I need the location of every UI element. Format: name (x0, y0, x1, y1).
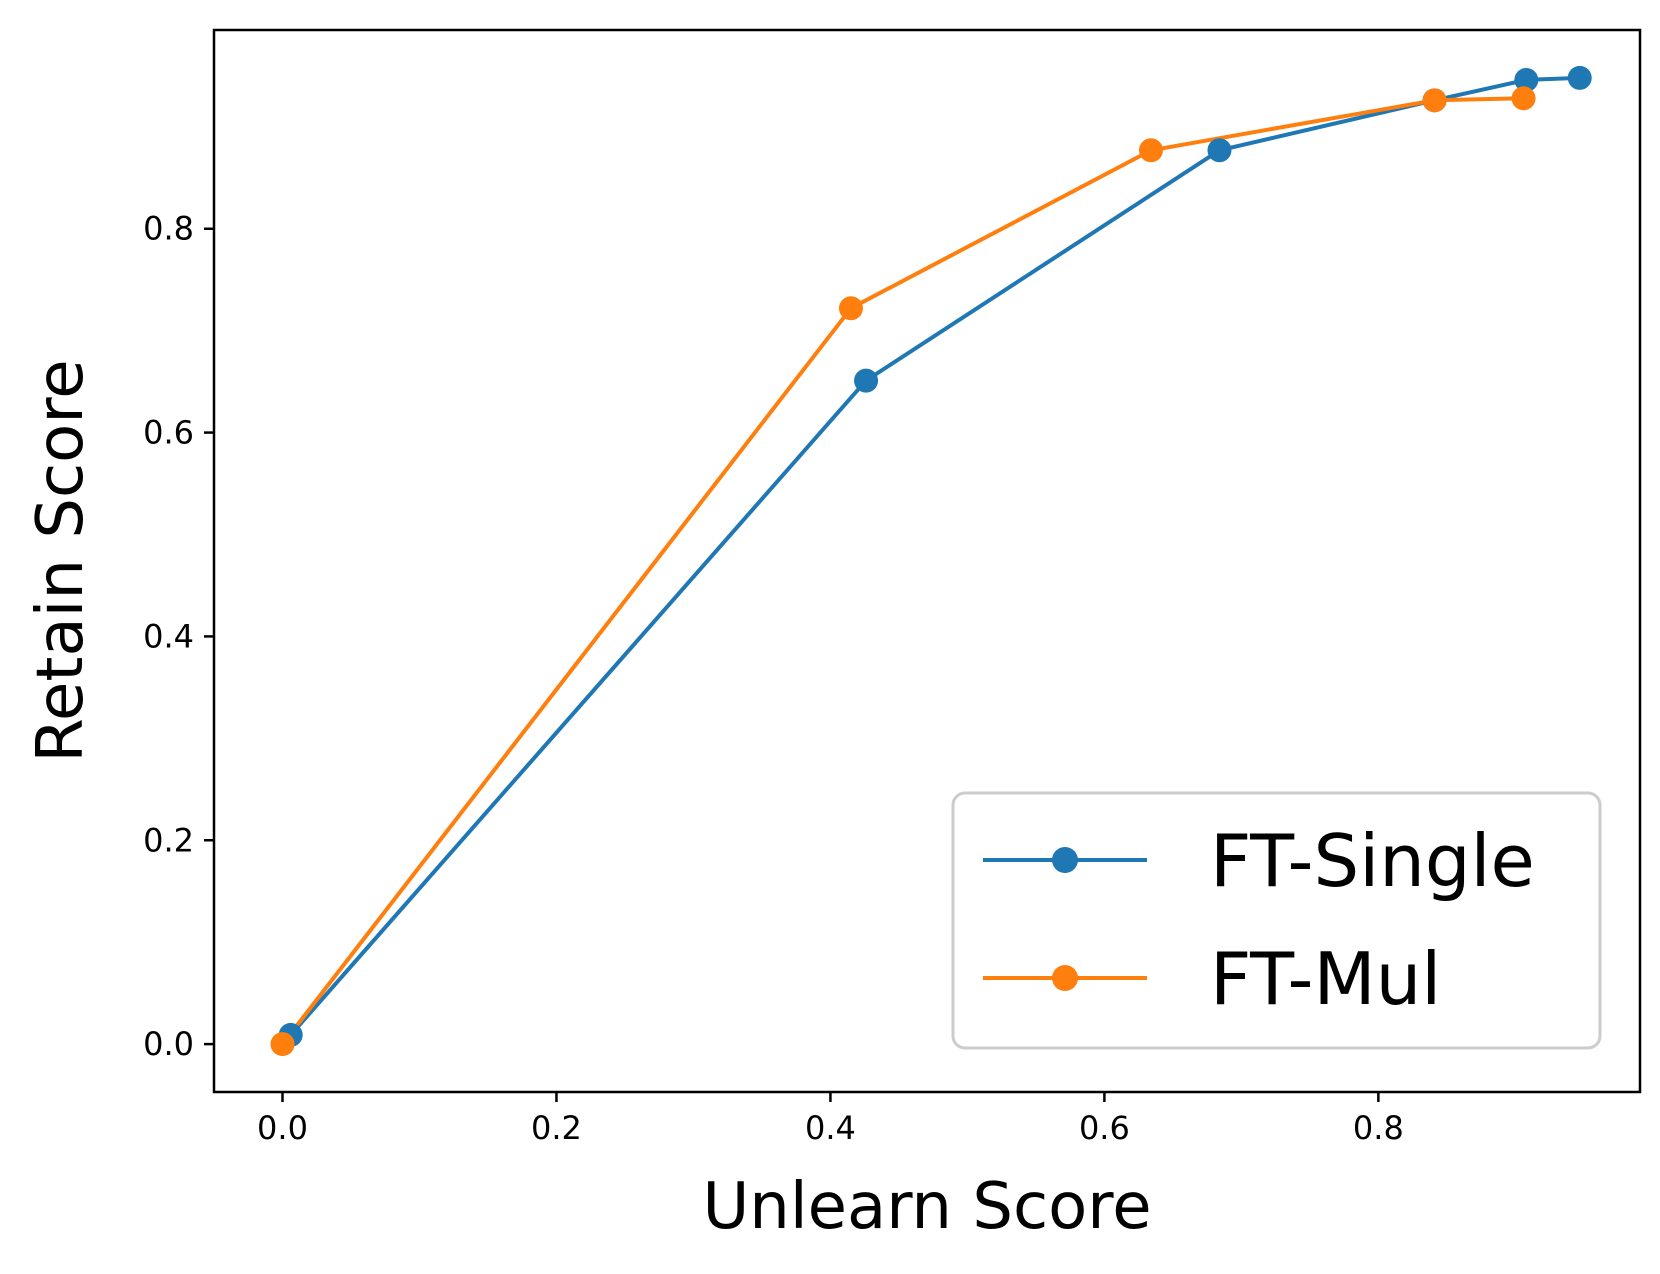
y-tick-label: 0.8 (143, 210, 194, 248)
y-tick-label: 0.4 (143, 617, 194, 655)
data-point-ft-single-4 (1514, 67, 1539, 92)
data-point-ft-single-5 (1567, 65, 1592, 90)
y-axis-label: Retain Score (24, 359, 98, 762)
x-tick-label: 0.6 (1079, 1109, 1130, 1147)
data-point-ft-mul-1 (838, 296, 863, 321)
y-axis-ticks: 0.0 0.2 0.4 0.6 0.8 (143, 210, 214, 1063)
data-point-ft-mul-0 (270, 1032, 295, 1057)
legend-box (951, 791, 1602, 1050)
data-point-ft-single-1 (854, 368, 879, 393)
x-tick-label: 0.2 (531, 1109, 582, 1147)
plot-frame (212, 28, 1642, 1094)
y-tick-label: 0.0 (143, 1025, 194, 1063)
data-point-ft-mul-3 (1422, 88, 1447, 113)
x-tick-label: 0.0 (257, 1109, 308, 1147)
legend-marker-ft-single (1052, 847, 1078, 873)
legend-marker-ft-mul (1052, 965, 1078, 991)
x-tick-label: 0.4 (805, 1109, 856, 1147)
x-axis-ticks: 0.0 0.2 0.4 0.6 0.8 (257, 1092, 1404, 1147)
legend-label-ft-mul: FT-Mul (1210, 937, 1441, 1021)
data-point-ft-mul-2 (1138, 138, 1163, 163)
x-axis-label: Unlearn Score (702, 1170, 1151, 1244)
data-point-ft-single-2 (1207, 138, 1232, 163)
y-tick-label: 0.6 (143, 414, 194, 452)
legend-items: FT-Single FT-Mul (983, 819, 1535, 1021)
series-markers (270, 65, 1592, 1057)
x-tick-label: 0.8 (1353, 1109, 1404, 1147)
y-tick-label: 0.2 (143, 821, 194, 859)
data-point-ft-mul-4 (1511, 86, 1536, 111)
legend-label-ft-single: FT-Single (1210, 819, 1535, 903)
legend: FT-Single FT-Mul (951, 791, 1602, 1050)
